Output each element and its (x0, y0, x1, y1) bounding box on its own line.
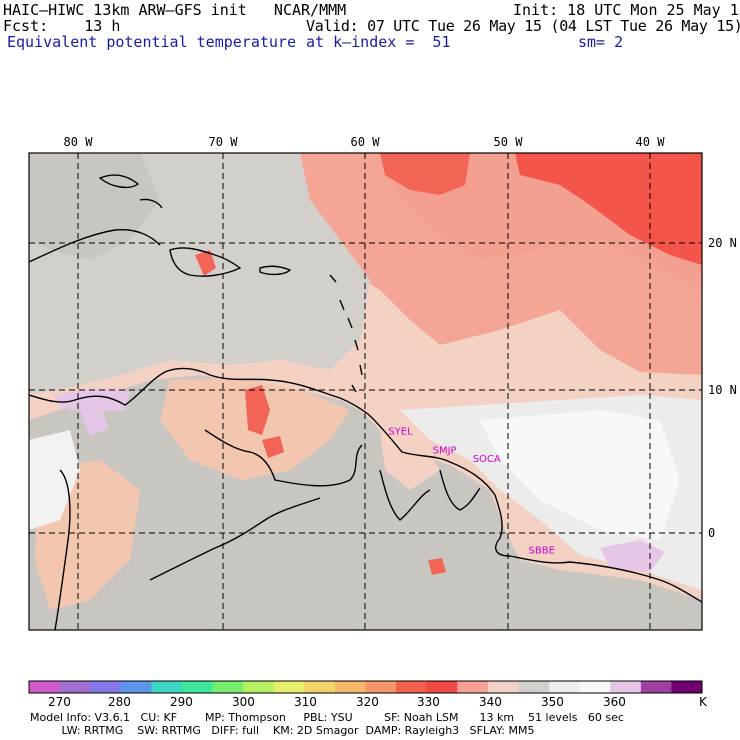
colorbar-tick-310: 310 (294, 695, 317, 709)
colorbar-tick-290: 290 (170, 695, 193, 709)
colorbar-tick-360: 360 (603, 695, 626, 709)
colorbar-swatch (120, 681, 152, 693)
colorbar-tick-350: 350 (541, 695, 564, 709)
colorbar-tick-300: 300 (232, 695, 255, 709)
colorbar-swatch (640, 681, 672, 693)
model-info-line-2: LW: RRTMG SW: RRTMG DIFF: full KM: 2D Sm… (30, 724, 535, 737)
lon-label-80w: 80 W (64, 135, 94, 149)
colorbar (28, 680, 703, 694)
lon-label-40w: 40 W (636, 135, 666, 149)
lat-label-10n: 10 N (708, 383, 737, 397)
colorbar-swatch (457, 681, 489, 693)
colorbar-swatch (518, 681, 550, 693)
model-info-line-1: Model Info: V3.6.1 CU: KF MP: Thompson P… (30, 711, 624, 724)
colorbar-swatch (304, 681, 336, 693)
colorbar-swatch (90, 681, 122, 693)
station-label: SOCA (473, 454, 501, 465)
model-title: HAIC–HIWC 13km ARW–GFS init NCAR/MMM (3, 1, 347, 19)
colorbar-tick-270: 270 (48, 695, 71, 709)
map-frame (28, 152, 703, 631)
lat-label-20n: 20 N (708, 236, 737, 250)
colorbar-swatch (212, 681, 244, 693)
lon-label-60w: 60 W (351, 135, 381, 149)
colorbar-swatch (671, 681, 703, 693)
lon-label-70w: 70 W (209, 135, 239, 149)
colorbar-swatch (396, 681, 428, 693)
colorbar-swatch (487, 681, 519, 693)
colorbar-swatch (151, 681, 183, 693)
colorbar-swatch (579, 681, 611, 693)
forecast-hour: Fcst: 13 h (3, 17, 121, 35)
lat-label-0: 0 (708, 526, 715, 540)
field-name: Equivalent potential temperature (7, 33, 296, 51)
station-label: SMJP (433, 445, 457, 456)
k-index-level: at k–index = 51 (306, 33, 451, 51)
init-time: Init: 18 UTC Mon 25 May 15 (513, 1, 740, 19)
colorbar-tick-280: 280 (108, 695, 131, 709)
colorbar-swatch (59, 681, 91, 693)
colorbar-swatch (181, 681, 214, 693)
colorbar-tick-330: 330 (417, 695, 440, 709)
colorbar-swatch (29, 681, 61, 693)
colorbar-swatch (243, 681, 275, 693)
station-label: SYEL (388, 426, 413, 437)
smoothing-value: sm= 2 (578, 33, 624, 51)
colorbar-tick-320: 320 (356, 695, 379, 709)
colorbar-swatch (426, 681, 458, 693)
colorbar-swatch (365, 681, 397, 693)
valid-time: Valid: 07 UTC Tue 26 May 15 (04 LST Tue … (306, 17, 740, 35)
colorbar-swatch (334, 681, 366, 693)
colorbar-frame (28, 680, 703, 694)
colorbar-unit: K (699, 695, 707, 709)
colorbar-swatch (273, 681, 305, 693)
station-label: SBBE (529, 545, 555, 556)
colorbar-swatch (610, 681, 642, 693)
coastlines (29, 174, 702, 630)
colorbar-tick-340: 340 (479, 695, 502, 709)
lon-label-50w: 50 W (494, 135, 524, 149)
lat-lon-grid (29, 153, 702, 630)
station-labels: SYEL SMJP SOCA SBBE (388, 426, 555, 556)
colorbar-swatch (549, 681, 581, 693)
